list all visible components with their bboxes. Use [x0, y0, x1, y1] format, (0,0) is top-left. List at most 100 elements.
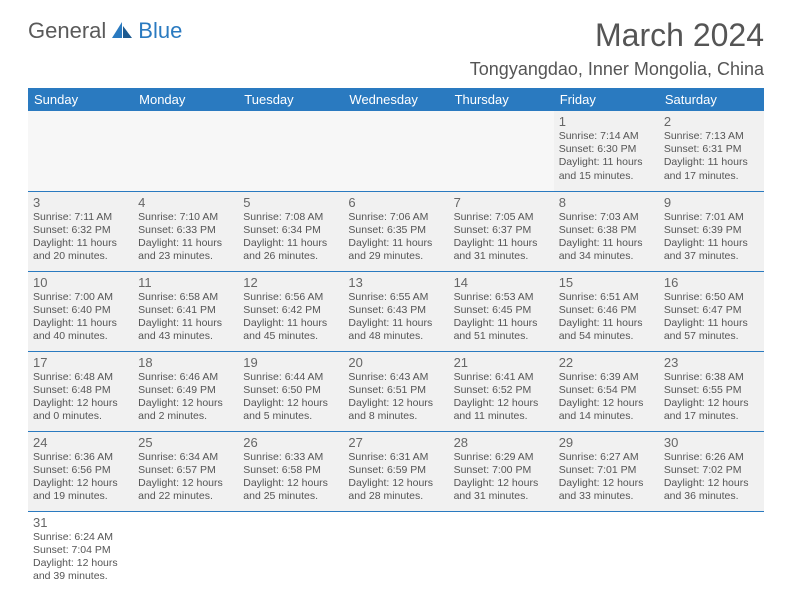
calendar-cell: 26Sunrise: 6:33 AMSunset: 6:58 PMDayligh… [238, 431, 343, 511]
day-number: 20 [348, 355, 443, 370]
sunrise-line: Sunrise: 6:48 AM [33, 371, 128, 384]
sunrise-line: Sunrise: 6:55 AM [348, 291, 443, 304]
sunset-line: Sunset: 6:47 PM [664, 304, 759, 317]
daylight-line: Daylight: 12 hours [138, 477, 233, 490]
calendar-cell [238, 111, 343, 191]
sunrise-line: Sunrise: 6:38 AM [664, 371, 759, 384]
calendar-cell: 21Sunrise: 6:41 AMSunset: 6:52 PMDayligh… [449, 351, 554, 431]
calendar-cell: 14Sunrise: 6:53 AMSunset: 6:45 PMDayligh… [449, 271, 554, 351]
day-number: 28 [454, 435, 549, 450]
daylight-line: and 34 minutes. [559, 250, 654, 263]
daylight-line: and 17 minutes. [664, 170, 759, 183]
daylight-line: Daylight: 11 hours [348, 237, 443, 250]
calendar-cell: 9Sunrise: 7:01 AMSunset: 6:39 PMDaylight… [659, 191, 764, 271]
sunset-line: Sunset: 6:38 PM [559, 224, 654, 237]
sunrise-line: Sunrise: 6:51 AM [559, 291, 654, 304]
sunrise-line: Sunrise: 6:31 AM [348, 451, 443, 464]
daylight-line: Daylight: 11 hours [664, 156, 759, 169]
header: General Blue March 2024 Tongyangdao, Inn… [28, 18, 764, 80]
calendar-cell: 20Sunrise: 6:43 AMSunset: 6:51 PMDayligh… [343, 351, 448, 431]
calendar-cell [449, 511, 554, 591]
daylight-line: Daylight: 11 hours [559, 317, 654, 330]
calendar-cell: 23Sunrise: 6:38 AMSunset: 6:55 PMDayligh… [659, 351, 764, 431]
sunset-line: Sunset: 6:30 PM [559, 143, 654, 156]
day-number: 18 [138, 355, 233, 370]
daylight-line: and 14 minutes. [559, 410, 654, 423]
sunrise-line: Sunrise: 6:58 AM [138, 291, 233, 304]
sunset-line: Sunset: 6:40 PM [33, 304, 128, 317]
sunrise-line: Sunrise: 7:03 AM [559, 211, 654, 224]
daylight-line: and 48 minutes. [348, 330, 443, 343]
day-number: 22 [559, 355, 654, 370]
sunrise-line: Sunrise: 6:24 AM [33, 531, 128, 544]
day-number: 3 [33, 195, 128, 210]
sunset-line: Sunset: 6:54 PM [559, 384, 654, 397]
calendar-row: 1Sunrise: 7:14 AMSunset: 6:30 PMDaylight… [28, 111, 764, 191]
day-number: 2 [664, 114, 759, 129]
day-number: 15 [559, 275, 654, 290]
sunset-line: Sunset: 6:51 PM [348, 384, 443, 397]
sunrise-line: Sunrise: 6:56 AM [243, 291, 338, 304]
calendar-cell: 11Sunrise: 6:58 AMSunset: 6:41 PMDayligh… [133, 271, 238, 351]
day-number: 30 [664, 435, 759, 450]
daylight-line: Daylight: 12 hours [33, 397, 128, 410]
day-number: 14 [454, 275, 549, 290]
daylight-line: and 51 minutes. [454, 330, 549, 343]
sunset-line: Sunset: 6:35 PM [348, 224, 443, 237]
sunset-line: Sunset: 6:33 PM [138, 224, 233, 237]
sunset-line: Sunset: 6:42 PM [243, 304, 338, 317]
daylight-line: and 0 minutes. [33, 410, 128, 423]
calendar-cell: 10Sunrise: 7:00 AMSunset: 6:40 PMDayligh… [28, 271, 133, 351]
daylight-line: Daylight: 11 hours [559, 156, 654, 169]
sunset-line: Sunset: 6:46 PM [559, 304, 654, 317]
sunset-line: Sunset: 6:37 PM [454, 224, 549, 237]
sunset-line: Sunset: 6:43 PM [348, 304, 443, 317]
daylight-line: Daylight: 12 hours [243, 477, 338, 490]
calendar-cell [238, 511, 343, 591]
logo-text-blue: Blue [138, 18, 182, 44]
daylight-line: and 26 minutes. [243, 250, 338, 263]
sunset-line: Sunset: 6:52 PM [454, 384, 549, 397]
day-number: 12 [243, 275, 338, 290]
sunrise-line: Sunrise: 7:00 AM [33, 291, 128, 304]
daylight-line: Daylight: 12 hours [664, 477, 759, 490]
day-number: 1 [559, 114, 654, 129]
day-number: 26 [243, 435, 338, 450]
sunrise-line: Sunrise: 6:43 AM [348, 371, 443, 384]
sunset-line: Sunset: 6:34 PM [243, 224, 338, 237]
daylight-line: and 8 minutes. [348, 410, 443, 423]
sunrise-line: Sunrise: 6:34 AM [138, 451, 233, 464]
calendar-cell: 7Sunrise: 7:05 AMSunset: 6:37 PMDaylight… [449, 191, 554, 271]
weekday-header: Monday [133, 88, 238, 111]
sail-icon [110, 22, 134, 40]
calendar-cell: 25Sunrise: 6:34 AMSunset: 6:57 PMDayligh… [133, 431, 238, 511]
sunrise-line: Sunrise: 6:27 AM [559, 451, 654, 464]
daylight-line: Daylight: 11 hours [33, 317, 128, 330]
weekday-header: Tuesday [238, 88, 343, 111]
day-number: 19 [243, 355, 338, 370]
daylight-line: and 28 minutes. [348, 490, 443, 503]
calendar-cell: 29Sunrise: 6:27 AMSunset: 7:01 PMDayligh… [554, 431, 659, 511]
daylight-line: and 15 minutes. [559, 170, 654, 183]
calendar-row: 17Sunrise: 6:48 AMSunset: 6:48 PMDayligh… [28, 351, 764, 431]
month-title: March 2024 [470, 18, 764, 53]
calendar-cell: 4Sunrise: 7:10 AMSunset: 6:33 PMDaylight… [133, 191, 238, 271]
sunrise-line: Sunrise: 7:06 AM [348, 211, 443, 224]
daylight-line: and 43 minutes. [138, 330, 233, 343]
daylight-line: and 40 minutes. [33, 330, 128, 343]
daylight-line: and 11 minutes. [454, 410, 549, 423]
sunset-line: Sunset: 6:49 PM [138, 384, 233, 397]
daylight-line: Daylight: 11 hours [664, 237, 759, 250]
location: Tongyangdao, Inner Mongolia, China [470, 59, 764, 80]
sunset-line: Sunset: 6:31 PM [664, 143, 759, 156]
logo-text-general: General [28, 18, 106, 44]
calendar-cell: 30Sunrise: 6:26 AMSunset: 7:02 PMDayligh… [659, 431, 764, 511]
daylight-line: Daylight: 12 hours [454, 397, 549, 410]
sunrise-line: Sunrise: 7:08 AM [243, 211, 338, 224]
calendar-table: Sunday Monday Tuesday Wednesday Thursday… [28, 88, 764, 591]
day-number: 6 [348, 195, 443, 210]
calendar-cell: 16Sunrise: 6:50 AMSunset: 6:47 PMDayligh… [659, 271, 764, 351]
daylight-line: Daylight: 11 hours [664, 317, 759, 330]
day-number: 25 [138, 435, 233, 450]
sunrise-line: Sunrise: 7:05 AM [454, 211, 549, 224]
